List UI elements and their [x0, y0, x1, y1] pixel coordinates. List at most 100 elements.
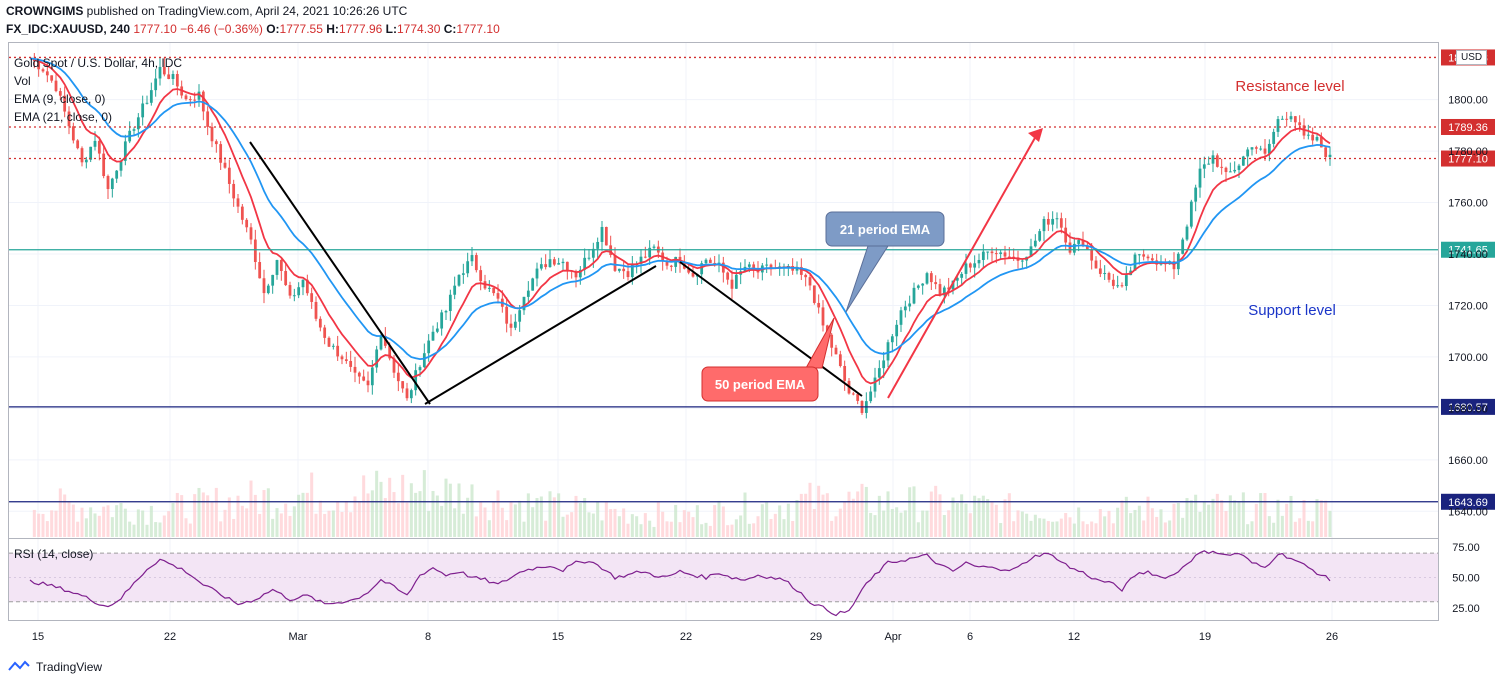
volume-bar [1254, 503, 1258, 537]
candle-body [587, 257, 591, 259]
volume-bar [812, 509, 816, 537]
volume-bar [1016, 510, 1020, 537]
candle-body [548, 259, 552, 268]
candle-body [708, 259, 712, 263]
candle-body [1254, 147, 1258, 149]
volume-bar [1267, 516, 1271, 537]
candle-body [903, 306, 907, 311]
candle-body [986, 251, 990, 253]
time-axis-tick: 6 [967, 631, 973, 643]
volume-bar [457, 483, 461, 537]
tradingview-footer[interactable]: TradingView [8, 660, 102, 674]
volume-bar [188, 523, 192, 537]
rsi-band [9, 553, 1438, 602]
candle-body [383, 336, 387, 346]
volume-bar [323, 513, 327, 537]
candle-body [236, 198, 240, 207]
volume-bar [1111, 523, 1115, 537]
candle-body [834, 347, 838, 355]
candle-body [1046, 218, 1050, 225]
volume-bar [630, 514, 634, 537]
candle-body [873, 377, 877, 392]
volume-bar [648, 520, 652, 537]
candle-body [54, 80, 58, 92]
candle-body [838, 354, 842, 366]
candle-body [691, 272, 695, 277]
volume-bar [162, 515, 166, 537]
price-axis-tick: 1800.00 [1448, 95, 1488, 107]
volume-bar [981, 495, 985, 537]
volume-bar [193, 494, 197, 537]
candle-body [375, 349, 379, 368]
volume-bar [370, 490, 374, 537]
volume-bar [63, 494, 67, 537]
candle-body [76, 140, 80, 149]
volume-bar [136, 509, 140, 537]
volume-bar [1090, 521, 1094, 537]
candle-body [938, 284, 942, 296]
volume-bar [1176, 502, 1180, 537]
candle-body [981, 251, 985, 260]
volume-bar [890, 508, 894, 537]
resistance-annotation: Resistance level [1235, 78, 1344, 95]
volume-bar [873, 515, 877, 537]
candle-body [1107, 273, 1111, 280]
price-axis-tick: 1700.00 [1448, 352, 1488, 364]
volume-bar [1280, 515, 1284, 537]
open-value: 1777.55 [279, 22, 323, 36]
high-label: H: [326, 22, 339, 36]
candle-body [1137, 254, 1141, 256]
volume-bar [942, 515, 946, 537]
volume-bar [860, 483, 864, 537]
candle-body [444, 311, 448, 313]
volume-bar [1033, 514, 1037, 537]
candle-body [336, 345, 340, 357]
candle-body [565, 261, 569, 271]
candle-body [882, 360, 886, 369]
candle-body [71, 126, 75, 141]
volume-bar [1072, 523, 1076, 537]
volume-bar [1298, 518, 1302, 537]
price-axis-label-bg [1441, 118, 1495, 135]
candle-body [1064, 227, 1068, 243]
volume-bar [561, 516, 565, 537]
candle-body [583, 257, 587, 270]
time-axis-tick: 15 [552, 631, 564, 643]
volume-bar [444, 478, 448, 537]
candle-body [102, 153, 106, 177]
candle-body [279, 260, 283, 271]
candle-body [141, 103, 145, 118]
symbol-header: FX_IDC:XAUUSD, 240 1777.10 −6.46 (−0.36%… [6, 22, 500, 36]
volume-bar [821, 494, 825, 537]
volume-bar [119, 502, 123, 537]
volume-bar [54, 510, 58, 537]
candle-body [318, 318, 322, 328]
candle-body [1038, 231, 1042, 241]
volume-bar [1185, 498, 1189, 537]
candle-body [799, 266, 803, 275]
volume-bar [1198, 511, 1202, 537]
candle-body [704, 259, 708, 264]
rsi-axis-tick: 75.00 [1452, 542, 1480, 554]
volume-bar [665, 521, 669, 537]
candle-body [219, 144, 223, 163]
volume-bar [1285, 503, 1289, 537]
volume-bar [197, 487, 201, 537]
candle-body [626, 271, 630, 278]
low-value: 1774.30 [397, 22, 441, 36]
volume-bar [1250, 521, 1254, 537]
volume-bar [1302, 500, 1306, 537]
candle-body [877, 368, 881, 378]
price-axis-label-bg [1441, 241, 1495, 258]
candle-body [596, 241, 600, 249]
candle-body [1033, 240, 1037, 247]
volume-bar [1085, 524, 1089, 537]
candle-body [245, 219, 249, 228]
volume-bar [492, 501, 496, 537]
candle-body [258, 262, 262, 279]
volume-bar [1159, 509, 1163, 537]
volume-bar [123, 508, 127, 537]
volume-bar [1142, 520, 1146, 537]
candle-body [843, 365, 847, 381]
